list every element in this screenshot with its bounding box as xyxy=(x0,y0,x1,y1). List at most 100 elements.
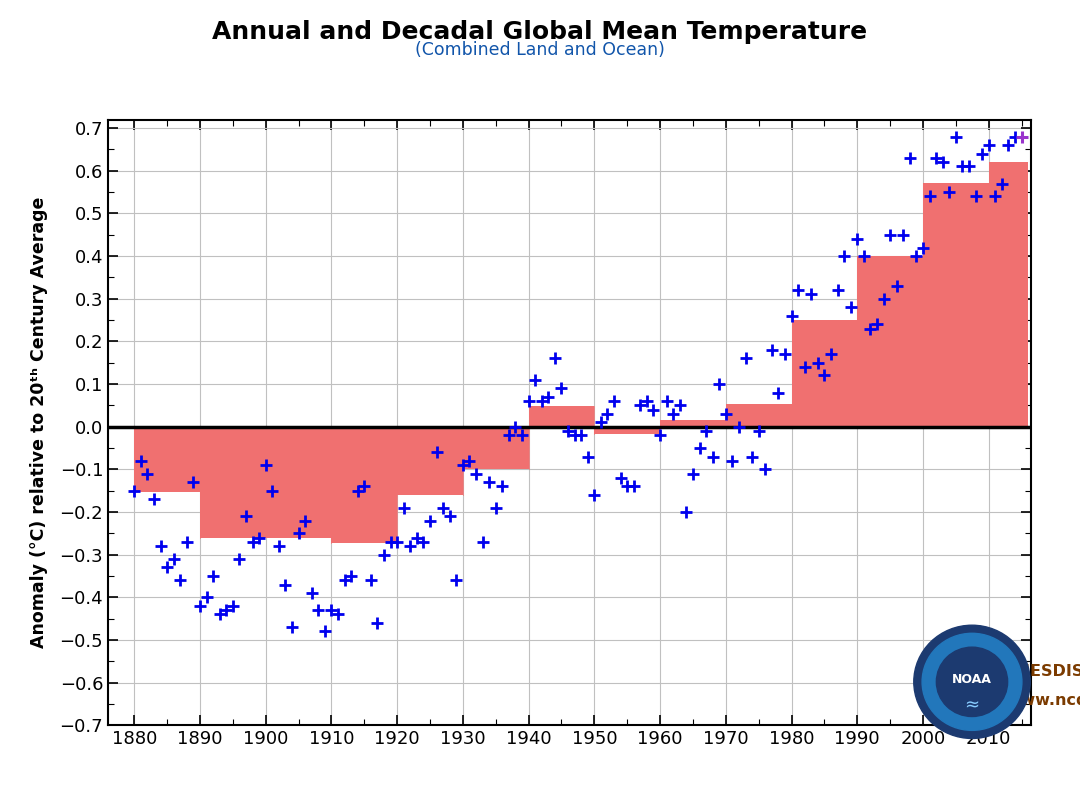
Point xyxy=(1013,130,1030,143)
Circle shape xyxy=(936,647,1008,717)
Point xyxy=(822,347,839,360)
Point xyxy=(310,603,327,616)
Point xyxy=(185,476,202,489)
Point xyxy=(796,360,813,373)
Point xyxy=(468,467,485,480)
Point xyxy=(389,536,406,548)
Point xyxy=(658,395,675,407)
Point xyxy=(349,485,366,497)
Bar xyxy=(332,426,397,543)
Bar xyxy=(923,183,988,426)
Point xyxy=(132,454,149,467)
Point xyxy=(421,514,438,527)
Point xyxy=(987,190,1004,202)
Point xyxy=(1000,139,1017,151)
Point xyxy=(836,249,853,262)
Point xyxy=(802,288,820,300)
Point xyxy=(632,399,649,412)
Point xyxy=(579,450,596,463)
Point xyxy=(494,480,511,493)
Bar xyxy=(528,406,594,426)
Point xyxy=(566,429,583,442)
Point xyxy=(519,395,537,407)
Point xyxy=(500,429,517,442)
Point xyxy=(934,156,951,169)
Point xyxy=(592,416,609,429)
Point xyxy=(139,467,157,480)
Text: (Combined Land and Ocean): (Combined Land and Ocean) xyxy=(415,41,665,60)
Point xyxy=(980,139,997,151)
Point xyxy=(527,373,544,386)
Point xyxy=(534,395,551,407)
Circle shape xyxy=(914,625,1030,739)
Point xyxy=(664,407,681,420)
Point xyxy=(434,501,451,514)
Point xyxy=(125,485,143,497)
Point xyxy=(651,429,669,442)
Point xyxy=(842,300,860,313)
Point xyxy=(342,570,360,583)
Point xyxy=(264,485,281,497)
Point xyxy=(881,229,899,241)
Circle shape xyxy=(922,634,1022,730)
Point xyxy=(415,536,432,548)
Point xyxy=(572,429,590,442)
Point xyxy=(947,130,964,143)
Point xyxy=(671,399,688,412)
Text: Annual and Decadal Global Mean Temperature: Annual and Decadal Global Mean Temperatu… xyxy=(213,20,867,44)
Point xyxy=(685,467,702,480)
Point xyxy=(585,489,603,501)
Point xyxy=(921,190,939,202)
Bar xyxy=(726,405,792,426)
Point xyxy=(862,322,879,335)
Point xyxy=(809,356,826,369)
Point xyxy=(408,532,426,544)
Point xyxy=(559,425,577,438)
Point xyxy=(513,429,530,442)
Point xyxy=(238,510,255,523)
Point xyxy=(717,407,734,420)
Point xyxy=(908,249,926,262)
Point xyxy=(474,536,491,548)
Point xyxy=(691,442,708,454)
Point xyxy=(743,450,760,463)
Point xyxy=(764,344,781,356)
Point xyxy=(954,160,971,173)
Point xyxy=(941,186,958,198)
Bar xyxy=(397,426,463,496)
Point xyxy=(159,561,176,574)
Point xyxy=(711,378,728,391)
Point xyxy=(382,536,400,548)
Point xyxy=(737,352,754,365)
Point xyxy=(270,540,287,552)
Point xyxy=(204,570,221,583)
Point xyxy=(218,603,235,616)
Point xyxy=(369,617,387,630)
Point xyxy=(888,280,905,292)
Point xyxy=(868,318,886,331)
Point xyxy=(283,621,300,634)
Point xyxy=(146,493,163,505)
Text: ≈: ≈ xyxy=(964,696,980,714)
Point xyxy=(1007,130,1024,143)
Point xyxy=(244,536,261,548)
Point xyxy=(625,480,643,493)
Point xyxy=(828,284,846,296)
Point xyxy=(678,505,696,518)
Point xyxy=(994,177,1011,190)
Point xyxy=(894,229,912,241)
Bar xyxy=(660,420,726,426)
Text: http://www.ncdc.noaa.gov/: http://www.ncdc.noaa.gov/ xyxy=(949,693,1080,708)
Point xyxy=(960,160,977,173)
Point xyxy=(336,574,353,587)
Point xyxy=(395,501,413,514)
Point xyxy=(507,420,524,433)
Bar xyxy=(792,320,858,426)
Point xyxy=(698,425,715,438)
Point xyxy=(770,387,787,399)
Bar xyxy=(988,163,1028,426)
Point xyxy=(276,578,294,591)
Point xyxy=(757,463,774,476)
Bar xyxy=(594,426,660,434)
Point xyxy=(198,591,215,603)
